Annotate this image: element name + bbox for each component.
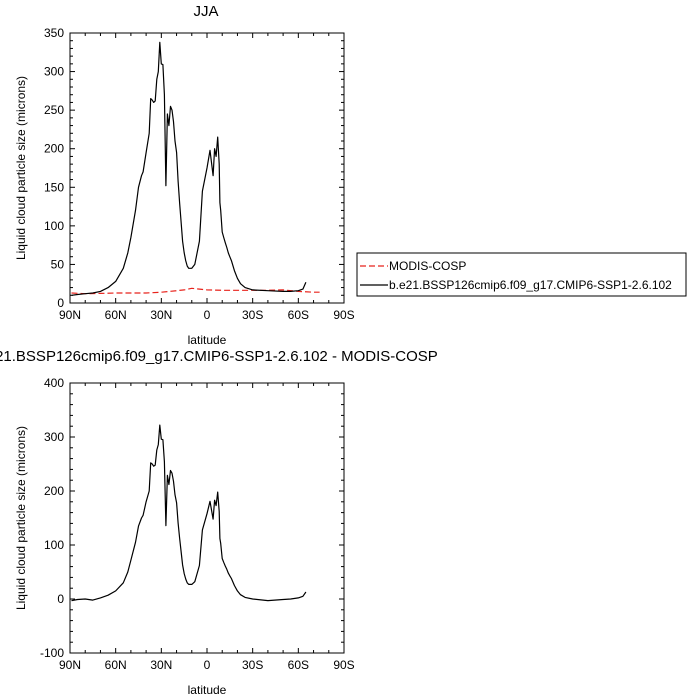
y-tick-label: 150	[44, 180, 64, 194]
y-tick-label: 200	[44, 484, 64, 498]
y-axis-label-top: Liquid cloud particle size (microns)	[14, 76, 28, 260]
x-axis-label-bottom: latitude	[188, 683, 227, 697]
x-tick-label: 30N	[150, 308, 172, 322]
y-tick-label: 100	[44, 538, 64, 552]
y-tick-label: 250	[44, 103, 64, 117]
x-tick-label: 90S	[333, 658, 354, 672]
x-tick-label: 60N	[105, 658, 127, 672]
y-tick-label: 400	[44, 376, 64, 390]
x-tick-label: 0	[204, 658, 211, 672]
y-tick-label: 0	[57, 592, 64, 606]
x-tick-label: 60N	[105, 308, 127, 322]
x-tick-label: 30N	[150, 658, 172, 672]
series-group-top	[71, 41, 320, 296]
y-axis-top: 0 50 100 150 200 250 300 350	[44, 26, 344, 310]
y-tick-label: 200	[44, 142, 64, 156]
series-line-model	[71, 41, 307, 296]
legend-label-modis: MODIS-COSP	[389, 259, 466, 273]
x-tick-label: 30S	[242, 308, 263, 322]
x-tick-label: 30S	[242, 658, 263, 672]
legend-box	[356, 252, 687, 297]
y-tick-label: 100	[44, 219, 64, 233]
series-line-modis-cosp	[71, 287, 320, 295]
x-tick-label: 90N	[59, 308, 81, 322]
series-line-difference	[71, 424, 307, 602]
legend-label-model: b.e21.BSSP126cmip6.f09_g17.CMIP6-SSP1-2.…	[389, 278, 672, 292]
series-group-bottom	[71, 424, 307, 602]
legend: MODIS-COSP b.e21.BSSP126cmip6.f09_g17.CM…	[356, 252, 687, 297]
chart-panel-top: JJA 90N 60N 30N 0 30S 60S 90S 0 50 100 150 200 250 3…	[14, 3, 355, 347]
x-tick-label: 60S	[288, 658, 309, 672]
x-tick-label: 0	[204, 308, 211, 322]
x-tick-label: 90N	[59, 658, 81, 672]
chart-panel-bottom: b.e21.BSSP126cmip6.f09_g17.CMIP6-SSP1-2.…	[0, 348, 438, 697]
plot-frame-bottom	[69, 382, 345, 654]
x-axis-top: 90N 60N 30N 0 30S 60S 90S	[59, 33, 355, 322]
x-axis-label-top: latitude	[188, 333, 227, 347]
y-tick-label: 0	[57, 296, 64, 310]
x-tick-label: 60S	[288, 308, 309, 322]
y-tick-label: 50	[51, 257, 65, 271]
x-axis-bottom: 90N 60N 30N 0 30S 60S 90S	[59, 383, 355, 672]
y-tick-label: 300	[44, 430, 64, 444]
chart-title-top: JJA	[193, 3, 218, 20]
y-tick-label: 350	[44, 26, 64, 40]
x-tick-label: 90S	[333, 308, 354, 322]
y-axis-bottom: -100 0 100 200 300 400	[40, 376, 344, 660]
y-axis-label-bottom: Liquid cloud particle size (microns)	[14, 426, 28, 610]
chart-title-bottom: b.e21.BSSP126cmip6.f09_g17.CMIP6-SSP1-2.…	[0, 348, 438, 365]
y-tick-label: 300	[44, 65, 64, 79]
y-tick-label: -100	[40, 646, 64, 660]
